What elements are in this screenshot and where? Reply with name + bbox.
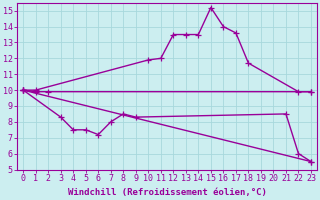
- X-axis label: Windchill (Refroidissement éolien,°C): Windchill (Refroidissement éolien,°C): [68, 188, 267, 197]
